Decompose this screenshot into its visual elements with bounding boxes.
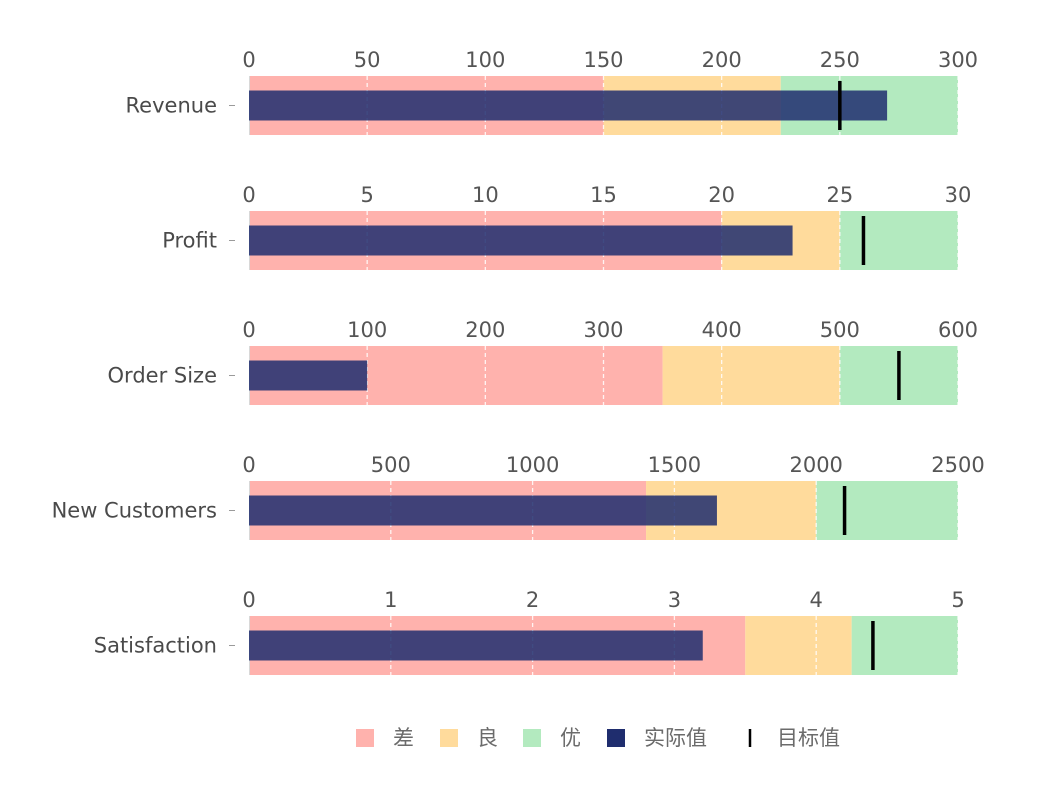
legend-swatch-fair	[440, 729, 458, 747]
tick-label: 25	[826, 183, 853, 207]
bullet-row: 0 500 1000 1500 2000 2500 New Customers	[52, 453, 985, 540]
tick-label: 5	[951, 588, 964, 612]
bullet-row: 0 1 2 3 4 5 Satisfaction	[94, 588, 965, 675]
tick-label: 100	[347, 318, 387, 342]
metric-label: Profit	[162, 229, 217, 253]
actual-bar	[249, 360, 368, 391]
tick-label: 20	[708, 183, 735, 207]
legend-label-actual: 实际值	[644, 726, 707, 750]
tick-label: 1000	[506, 453, 559, 477]
legend-label-target: 目标值	[777, 726, 840, 750]
tick-label: 5	[360, 183, 373, 207]
legend: 差 良 优 实际值 目标值	[356, 726, 840, 750]
tick-label: 500	[371, 453, 411, 477]
tick-label: 0	[242, 453, 255, 477]
bullet-row: 0 50 100 150 200 250 300 Revenue	[126, 48, 978, 135]
tick-label: 200	[702, 48, 742, 72]
tick-label: 1500	[648, 453, 701, 477]
tick-label: 2500	[931, 453, 984, 477]
actual-bar	[249, 630, 703, 661]
legend-label-fair: 良	[477, 726, 498, 750]
tick-label: 500	[820, 318, 860, 342]
metric-label: New Customers	[52, 499, 217, 523]
tick-label: 0	[242, 183, 255, 207]
tick-label: 300	[938, 48, 978, 72]
tick-label: 0	[242, 318, 255, 342]
actual-bar	[249, 90, 888, 121]
tick-label: 10	[472, 183, 499, 207]
tick-label: 15	[590, 183, 617, 207]
tick-label: 2000	[789, 453, 842, 477]
legend-swatch-good	[523, 729, 541, 747]
tick-label: 400	[702, 318, 742, 342]
range-band-fair	[662, 346, 840, 405]
tick-label: 50	[354, 48, 381, 72]
tick-label: 150	[583, 48, 623, 72]
tick-label: 100	[465, 48, 505, 72]
tick-label: 4	[810, 588, 823, 612]
range-band-fair	[745, 616, 852, 675]
legend-label-good: 优	[560, 726, 581, 750]
tick-label: 200	[465, 318, 505, 342]
tick-label: 250	[820, 48, 860, 72]
tick-label: 30	[945, 183, 972, 207]
range-band-good	[816, 481, 958, 540]
range-band-good	[839, 211, 958, 270]
range-band-good	[851, 616, 958, 675]
metric-label: Satisfaction	[94, 634, 217, 658]
tick-label: 0	[242, 48, 255, 72]
metric-label: Revenue	[126, 94, 217, 118]
tick-label: 600	[938, 318, 978, 342]
actual-bar	[249, 225, 793, 256]
metric-label: Order Size	[108, 364, 217, 388]
tick-label: 1	[384, 588, 397, 612]
tick-label: 2	[526, 588, 539, 612]
tick-label: 3	[668, 588, 681, 612]
bullet-row: 0 5 10 15 20 25 30 Profit	[162, 183, 971, 270]
tick-label: 300	[583, 318, 623, 342]
legend-swatch-actual	[607, 729, 625, 747]
tick-label: 0	[242, 588, 255, 612]
legend-swatch-poor	[356, 729, 374, 747]
bullet-row: 0 100 200 300 400 500 600 Order Size	[108, 318, 978, 405]
actual-bar	[249, 495, 717, 526]
legend-label-poor: 差	[393, 726, 414, 750]
